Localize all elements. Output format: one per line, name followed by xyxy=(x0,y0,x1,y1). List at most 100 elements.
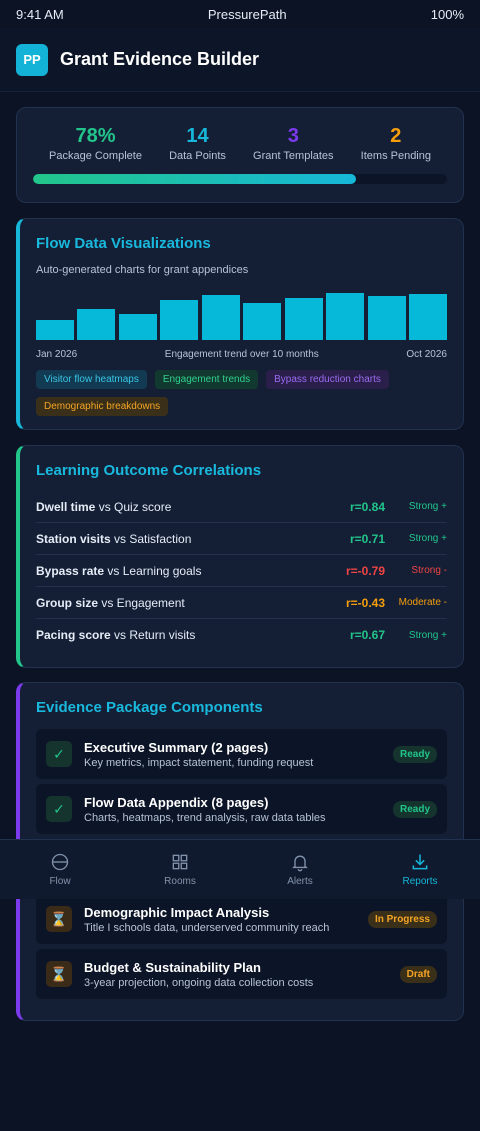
metric-name: Pacing score xyxy=(36,628,111,642)
tab-alerts[interactable]: Alerts xyxy=(240,840,360,899)
evidence-item-budget-plan[interactable]: ⌛ Budget & Sustainability Plan 3-year pr… xyxy=(36,949,447,999)
evidence-item-demographic-impact[interactable]: ⌛ Demographic Impact Analysis Title I sc… xyxy=(36,894,447,944)
chart-tags: Visitor flow heatmaps Engagement trends … xyxy=(36,370,447,416)
correlation-value: r=0.84 xyxy=(349,499,385,514)
hourglass-icon: ⌛ xyxy=(46,906,72,932)
evidence-components-card: Evidence Package Components ✓ Executive … xyxy=(16,682,464,1021)
correlation-row: Pacing score vs Return visits r=0.67 Str… xyxy=(36,619,447,651)
stat-value: 3 xyxy=(287,125,299,147)
tab-label: Alerts xyxy=(287,876,313,887)
stat-value: 78% xyxy=(75,125,116,147)
bell-icon xyxy=(292,855,308,872)
tab-rooms[interactable]: Rooms xyxy=(120,840,240,899)
tab-label: Flow xyxy=(49,876,71,887)
correlation-value: r=-0.43 xyxy=(345,595,385,610)
tab-reports[interactable]: Reports xyxy=(360,840,480,899)
status-badge: Ready xyxy=(392,800,437,818)
page-title: Grant Evidence Builder xyxy=(60,49,260,69)
evidence-description: Title I schools data, underserved commun… xyxy=(84,921,330,934)
metric-vs: vs Engagement xyxy=(98,595,185,610)
axis-caption: Engagement trend over 10 months xyxy=(164,349,319,360)
evidence-description: Charts, heatmaps, trend analysis, raw da… xyxy=(84,811,326,824)
chart-bar xyxy=(243,303,282,340)
app-header: PP Grant Evidence Builder xyxy=(0,28,480,92)
correlation-row: Station visits vs Satisfaction r=0.71 St… xyxy=(36,523,447,555)
section-title: Flow Data Visualizations xyxy=(36,235,211,252)
status-bar: 9:41 AM PressurePath 100% xyxy=(0,0,480,28)
evidence-title: Demographic Impact Analysis xyxy=(84,904,270,920)
tag-demographic-breakdowns[interactable]: Demographic breakdowns xyxy=(36,397,169,416)
status-badge: Draft xyxy=(399,965,437,983)
hourglass-icon: ⌛ xyxy=(46,961,72,987)
status-battery: 100% xyxy=(430,6,464,22)
stat-label: Grant Templates xyxy=(253,150,334,162)
tab-flow[interactable]: Flow xyxy=(0,840,120,899)
flow-visualizations-card: Flow Data Visualizations Auto-generated … xyxy=(16,218,464,430)
axis-start-label: Jan 2026 xyxy=(36,349,78,360)
correlation-strength: Strong + xyxy=(408,501,447,512)
stat-package-complete: 78% Package Complete xyxy=(49,124,142,162)
correlation-value: r=0.71 xyxy=(349,531,385,546)
stat-grant-templates: 3 Grant Templates xyxy=(253,124,334,162)
chart-bar xyxy=(36,320,74,340)
evidence-item-executive-summary[interactable]: ✓ Executive Summary (2 pages) Key metric… xyxy=(36,729,447,779)
chart-bar xyxy=(118,314,157,340)
section-subtitle: Auto-generated charts for grant appendic… xyxy=(36,264,249,276)
stat-label: Data Points xyxy=(169,150,226,162)
correlation-list: Dwell time vs Quiz score r=0.84 Strong +… xyxy=(36,491,447,651)
check-icon: ✓ xyxy=(46,741,72,767)
correlation-strength: Strong + xyxy=(408,629,447,641)
metric-name: Group size xyxy=(36,595,99,610)
evidence-description: 3-year projection, ongoing data collecti… xyxy=(84,976,314,989)
tag-visitor-flow-heatmaps[interactable]: Visitor flow heatmaps xyxy=(36,370,147,389)
evidence-description: Key metrics, impact statement, funding r… xyxy=(84,756,314,769)
chart-axis: Jan 2026 Engagement trend over 10 months… xyxy=(36,349,447,360)
stat-value: 14 xyxy=(186,125,209,147)
chart-bar xyxy=(367,296,406,340)
correlation-strength: Strong - xyxy=(411,565,447,576)
correlation-strength: Strong + xyxy=(408,533,447,544)
evidence-title: Budget & Sustainability Plan xyxy=(84,959,261,975)
status-time: 9:41 AM xyxy=(16,6,64,22)
metric-vs: vs Learning goals xyxy=(104,563,202,578)
metric-vs: vs Return visits xyxy=(110,628,196,642)
correlation-row: Group size vs Engagement r=-0.43 Moderat… xyxy=(36,587,447,619)
rooms-grid-icon xyxy=(172,854,188,870)
download-icon xyxy=(412,854,428,870)
correlation-row: Bypass rate vs Learning goals r=-0.79 St… xyxy=(36,555,447,587)
metric-vs: vs Satisfaction xyxy=(110,531,192,546)
stat-data-points: 14 Data Points xyxy=(169,124,226,162)
package-progress-fill xyxy=(33,174,356,184)
correlation-row: Dwell time vs Quiz score r=0.84 Strong + xyxy=(36,491,447,523)
learning-correlations-card: Learning Outcome Correlations Dwell time… xyxy=(16,445,464,668)
correlation-value: r=0.67 xyxy=(349,628,385,642)
section-title: Evidence Package Components xyxy=(36,699,263,716)
metric-vs: vs Quiz score xyxy=(95,499,172,514)
status-badge: In Progress xyxy=(367,910,437,928)
tag-engagement-trends[interactable]: Engagement trends xyxy=(154,370,259,389)
section-title: Learning Outcome Correlations xyxy=(36,462,262,479)
evidence-title: Flow Data Appendix (8 pages) xyxy=(84,794,269,810)
check-icon: ✓ xyxy=(46,796,72,822)
stat-items-pending: 2 Items Pending xyxy=(361,124,431,162)
correlation-strength: Moderate - xyxy=(398,597,447,608)
stat-label: Items Pending xyxy=(360,150,431,162)
evidence-title: Executive Summary (2 pages) xyxy=(84,739,269,755)
stat-value: 2 xyxy=(390,125,402,147)
metric-name: Station visits xyxy=(36,531,111,546)
evidence-item-flow-data-appendix[interactable]: ✓ Flow Data Appendix (8 pages) Charts, h… xyxy=(36,784,447,834)
chart-bar xyxy=(326,293,365,340)
metric-name: Bypass rate xyxy=(36,563,105,578)
chart-bar xyxy=(409,294,448,340)
tag-bypass-reduction-charts[interactable]: Bypass reduction charts xyxy=(266,370,389,389)
tab-label: Reports xyxy=(402,876,438,887)
status-badge: Ready xyxy=(392,745,437,763)
package-progress-bar xyxy=(33,174,447,184)
package-stats-card: 78% Package Complete 14 Data Points 3 Gr… xyxy=(16,107,464,203)
chart-bar xyxy=(284,298,323,340)
chart-bar xyxy=(77,309,116,340)
correlation-value: r=-0.79 xyxy=(345,563,385,578)
flow-icon xyxy=(51,853,69,871)
engagement-bar-chart xyxy=(36,290,448,340)
app-logo: PP xyxy=(16,43,48,76)
